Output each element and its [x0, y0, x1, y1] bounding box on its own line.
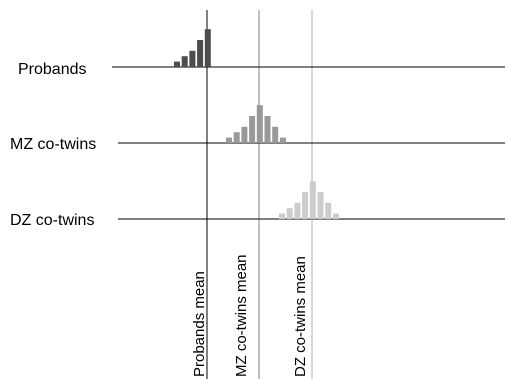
probands-bar-5: [205, 29, 211, 67]
probands-row-label: Probands: [18, 61, 87, 78]
mz-bar-8: [280, 138, 286, 143]
probands-histogram: [174, 29, 211, 67]
mz-bar-3: [241, 127, 247, 143]
mz-bar-1: [226, 138, 232, 143]
mz-histogram: [226, 105, 286, 143]
dz-bar-6: [318, 192, 324, 219]
mz-mean-label: MZ co-twins mean: [233, 254, 250, 377]
probands-mean-label: Probands mean: [191, 271, 208, 377]
dz-bar-3: [294, 203, 300, 219]
probands-bar-1: [174, 62, 180, 67]
dz-bar-7: [325, 203, 331, 219]
probands-bar-2: [182, 56, 188, 67]
dz-mean-label: DZ co-twins mean: [292, 256, 309, 377]
mz-bar-4: [249, 116, 255, 143]
dz-bar-1: [279, 214, 285, 219]
dz-bar-4: [302, 192, 308, 219]
probands-bar-3: [189, 51, 195, 67]
mz-bar-6: [265, 116, 271, 143]
dz-row-label: DZ co-twins: [10, 212, 94, 229]
dz-bar-5: [310, 181, 316, 219]
mz-row-label: MZ co-twins: [10, 136, 96, 153]
probands-bar-4: [197, 40, 203, 67]
dz-bar-2: [287, 208, 293, 219]
mz-bar-2: [234, 132, 240, 143]
dz-bar-8: [333, 214, 339, 219]
mz-bar-5: [257, 105, 263, 143]
dz-histogram: [279, 181, 339, 219]
mz-bar-7: [272, 127, 278, 143]
